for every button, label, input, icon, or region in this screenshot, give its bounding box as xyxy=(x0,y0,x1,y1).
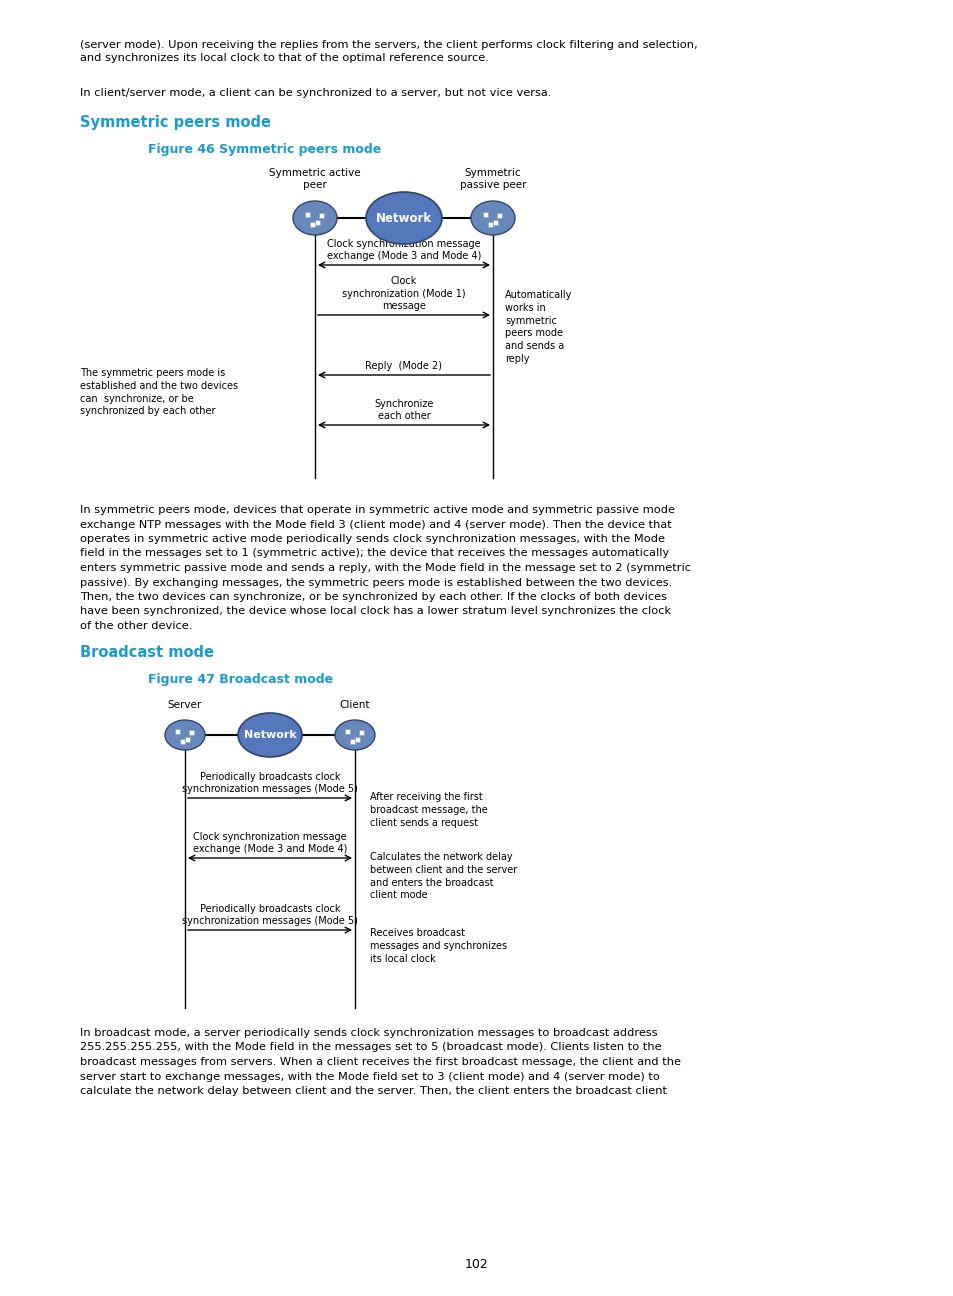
Text: Broadcast mode: Broadcast mode xyxy=(80,645,213,660)
Text: Automatically
works in
symmetric
peers mode
and sends a
reply: Automatically works in symmetric peers m… xyxy=(504,290,572,364)
Bar xyxy=(483,211,488,216)
Text: 255.255.255.255, with the Mode field in the messages set to 5 (broadcast mode). : 255.255.255.255, with the Mode field in … xyxy=(80,1042,661,1052)
Text: Clock
synchronization (Mode 1)
message: Clock synchronization (Mode 1) message xyxy=(342,276,465,311)
Text: After receiving the first
broadcast message, the
client sends a request: After receiving the first broadcast mess… xyxy=(370,792,487,828)
Text: operates in symmetric active mode periodically sends clock synchronization messa: operates in symmetric active mode period… xyxy=(80,534,664,544)
Text: Figure 46 Symmetric peers mode: Figure 46 Symmetric peers mode xyxy=(148,143,381,156)
Text: Receives broadcast
messages and synchronizes
its local clock: Receives broadcast messages and synchron… xyxy=(370,928,507,964)
Text: exchange NTP messages with the Mode field 3 (client mode) and 4 (server mode). T: exchange NTP messages with the Mode fiel… xyxy=(80,520,671,530)
Text: Client: Client xyxy=(339,700,370,710)
Bar xyxy=(185,736,191,741)
Text: Then, the two devices can synchronize, or be synchronized by each other. If the : Then, the two devices can synchronize, o… xyxy=(80,592,666,603)
Text: Periodically broadcasts clock
synchronization messages (Mode 5): Periodically broadcasts clock synchroniz… xyxy=(182,771,357,794)
Text: calculate the network delay between client and the server. Then, the client ente: calculate the network delay between clie… xyxy=(80,1086,666,1096)
Bar xyxy=(315,219,320,224)
Text: Calculates the network delay
between client and the server
and enters the broadc: Calculates the network delay between cli… xyxy=(370,851,517,901)
Text: In symmetric peers mode, devices that operate in symmetric active mode and symme: In symmetric peers mode, devices that op… xyxy=(80,505,675,515)
Bar xyxy=(497,213,502,218)
Bar xyxy=(345,728,350,734)
Bar xyxy=(359,730,364,735)
Text: Network: Network xyxy=(375,211,432,224)
Bar xyxy=(175,728,180,734)
Text: enters symmetric passive mode and sends a reply, with the Mode field in the mess: enters symmetric passive mode and sends … xyxy=(80,562,690,573)
Text: Clock synchronization message
exchange (Mode 3 and Mode 4): Clock synchronization message exchange (… xyxy=(327,238,480,260)
Text: field in the messages set to 1 (symmetric active); the device that receives the : field in the messages set to 1 (symmetri… xyxy=(80,548,669,559)
Bar xyxy=(305,211,310,216)
Text: Clock synchronization message
exchange (Mode 3 and Mode 4): Clock synchronization message exchange (… xyxy=(193,832,347,854)
Ellipse shape xyxy=(366,192,441,244)
Text: The symmetric peers mode is
established and the two devices
can  synchronize, or: The symmetric peers mode is established … xyxy=(80,368,238,416)
Ellipse shape xyxy=(471,201,515,235)
Bar xyxy=(180,739,185,744)
Text: Symmetric
passive peer: Symmetric passive peer xyxy=(459,167,526,191)
Bar xyxy=(488,222,493,227)
Bar xyxy=(319,213,324,218)
Ellipse shape xyxy=(335,721,375,750)
Text: Server: Server xyxy=(168,700,202,710)
Text: In broadcast mode, a server periodically sends clock synchronization messages to: In broadcast mode, a server periodically… xyxy=(80,1028,657,1038)
Bar xyxy=(493,219,498,224)
Text: Synchronize
each other: Synchronize each other xyxy=(374,399,434,421)
Bar xyxy=(355,736,360,741)
Ellipse shape xyxy=(237,713,302,757)
Ellipse shape xyxy=(165,721,205,750)
Ellipse shape xyxy=(293,201,336,235)
Text: Symmetric active
peer: Symmetric active peer xyxy=(269,167,360,191)
Text: In client/server mode, a client can be synchronized to a server, but not vice ve: In client/server mode, a client can be s… xyxy=(80,88,551,98)
Text: of the other device.: of the other device. xyxy=(80,621,193,631)
Text: broadcast messages from servers. When a client receives the first broadcast mess: broadcast messages from servers. When a … xyxy=(80,1058,680,1067)
Text: Figure 47 Broadcast mode: Figure 47 Broadcast mode xyxy=(148,673,333,686)
Text: (server mode). Upon receiving the replies from the servers, the client performs : (server mode). Upon receiving the replie… xyxy=(80,40,697,64)
Text: Network: Network xyxy=(243,730,296,740)
Bar xyxy=(350,739,355,744)
Text: Reply  (Mode 2): Reply (Mode 2) xyxy=(365,362,442,371)
Bar xyxy=(190,730,194,735)
Bar xyxy=(310,222,315,227)
Text: Symmetric peers mode: Symmetric peers mode xyxy=(80,115,271,130)
Text: Periodically broadcasts clock
synchronization messages (Mode 5): Periodically broadcasts clock synchroniz… xyxy=(182,903,357,927)
Text: have been synchronized, the device whose local clock has a lower stratum level s: have been synchronized, the device whose… xyxy=(80,607,670,617)
Text: server start to exchange messages, with the Mode field set to 3 (client mode) an: server start to exchange messages, with … xyxy=(80,1072,659,1081)
Text: 102: 102 xyxy=(465,1258,488,1271)
Text: passive). By exchanging messages, the symmetric peers mode is established betwee: passive). By exchanging messages, the sy… xyxy=(80,578,672,587)
